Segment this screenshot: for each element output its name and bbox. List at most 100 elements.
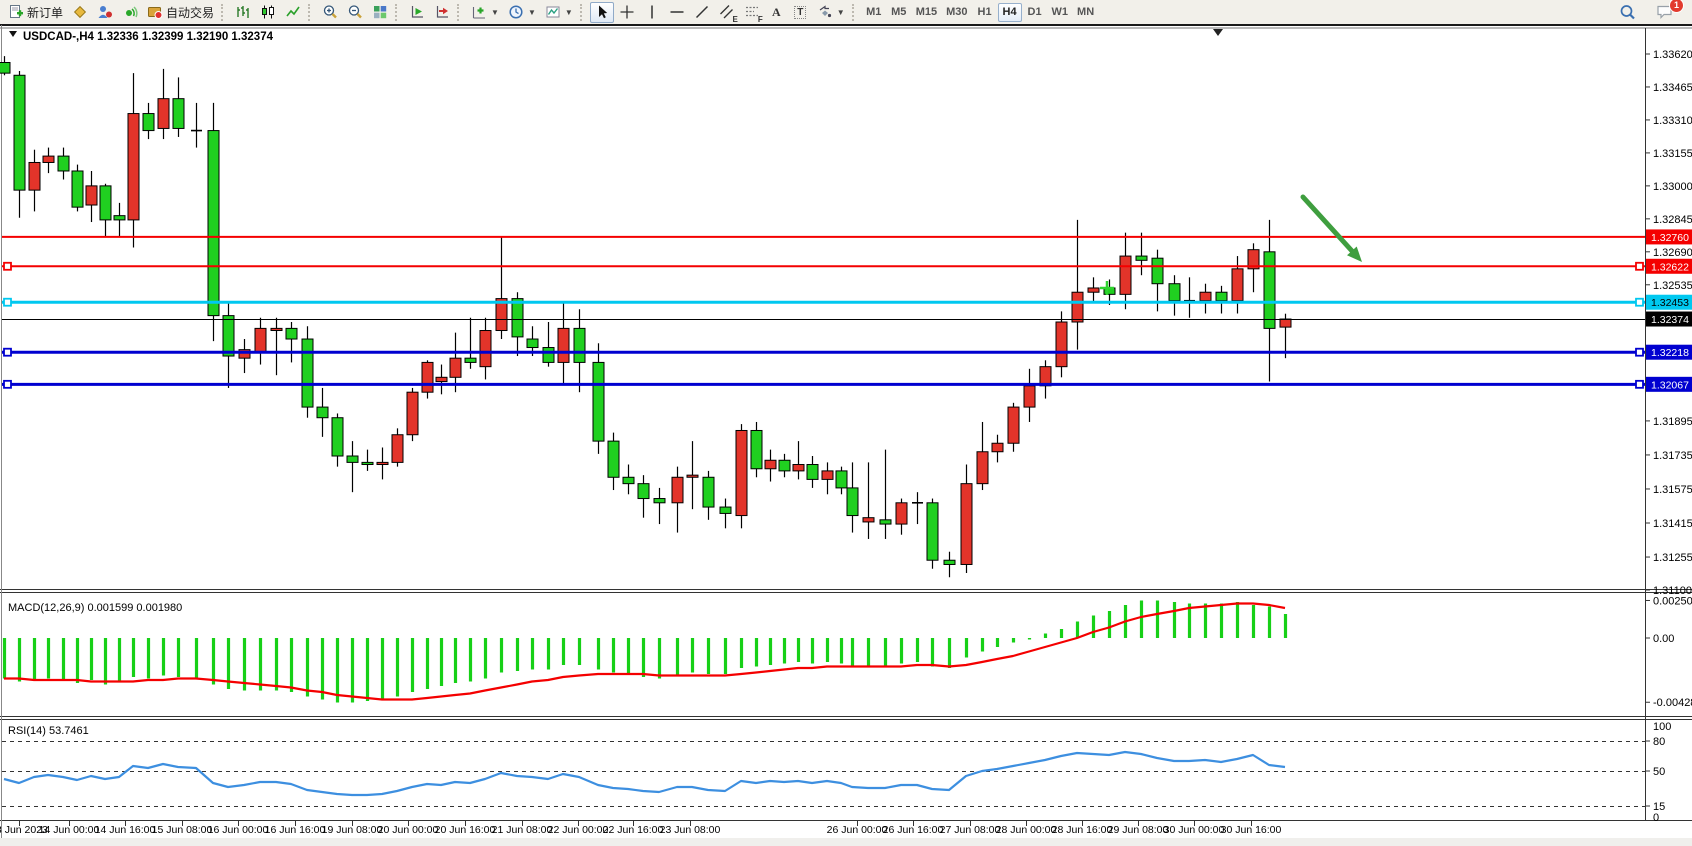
cursor-icon (598, 5, 607, 19)
search-button[interactable] (1615, 2, 1640, 23)
zoom-in-icon (323, 5, 337, 19)
zoom-in-button[interactable] (318, 2, 342, 23)
svg-text:30 Jun 00:00: 30 Jun 00:00 (1164, 824, 1225, 836)
chart-annotations[interactable] (1100, 29, 1362, 295)
svg-text:0.002502: 0.002502 (1653, 595, 1692, 607)
svg-text:0.00: 0.00 (1653, 633, 1674, 645)
dropdown-caret-icon: ▼ (527, 7, 536, 17)
svg-text:15: 15 (1653, 801, 1665, 813)
toolbar-grip[interactable] (395, 3, 400, 21)
chart-labels: USDCAD-,H4 1.32336 1.32399 1.32190 1.323… (8, 31, 274, 737)
svg-text:26 Jun 16:00: 26 Jun 16:00 (883, 824, 944, 836)
svg-text:15 Jun 08:00: 15 Jun 08:00 (152, 824, 213, 836)
autotrading-button[interactable]: 自动交易 (143, 2, 218, 23)
toolbar-grip[interactable] (308, 3, 313, 21)
timeframe-h4-button[interactable]: H4 (997, 2, 1022, 22)
svg-text:1.31415: 1.31415 (1653, 518, 1692, 530)
toolbar-group-chart-type (231, 2, 305, 23)
chart-title[interactable]: USDCAD-,H4 1.32336 1.32399 1.32190 1.323… (23, 31, 274, 43)
svg-text:28 Jun 16:00: 28 Jun 16:00 (1052, 824, 1113, 836)
vertical-line-icon (651, 5, 653, 19)
timeframe-m30-button[interactable]: M30 (942, 3, 971, 22)
arrows-button[interactable]: ▼ (813, 2, 849, 23)
svg-text:50: 50 (1653, 766, 1665, 778)
timeframe-mn-button[interactable]: MN (1073, 3, 1098, 22)
toolbar-grip[interactable] (457, 3, 462, 21)
line-chart-icon (286, 6, 300, 17)
candlestick-chart-icon (262, 5, 275, 19)
horizontal-line-objects[interactable] (2, 235, 1645, 389)
timeframe-m1-button[interactable]: M1 (862, 3, 886, 22)
timeframe-m5-button[interactable]: M5 (887, 3, 911, 22)
community-button[interactable] (93, 2, 117, 23)
auto-scroll-button[interactable] (405, 2, 429, 23)
svg-text:100: 100 (1653, 721, 1671, 733)
timeframe-d1-button[interactable]: D1 (1023, 3, 1047, 22)
svg-text:1.31735: 1.31735 (1653, 450, 1692, 462)
timeframe-w1-button[interactable]: W1 (1048, 3, 1073, 22)
community-icon (98, 6, 113, 18)
svg-text:27 Jun 08:00: 27 Jun 08:00 (940, 824, 1001, 836)
trendline-icon (695, 5, 708, 19)
candlestick-chart-button[interactable] (256, 2, 280, 23)
text-button[interactable]: A (765, 2, 788, 23)
channel-button[interactable]: E (715, 2, 739, 24)
channel-letter: E (732, 14, 738, 24)
text-tool-icon: A (771, 4, 781, 19)
chart-canvas[interactable]: 1.33620 1.33465 1.33310 1.33155 1.33000 1.328… (0, 24, 1692, 846)
notification-badge: 1 (1669, 0, 1684, 13)
toolbar-grip[interactable] (851, 3, 857, 21)
fibonacci-button[interactable]: F (740, 2, 764, 24)
timeframe-h1-button[interactable]: H1 (973, 3, 997, 22)
line-chart-button[interactable] (281, 2, 305, 23)
svg-text:21 Jun 08:00: 21 Jun 08:00 (492, 824, 553, 836)
svg-text:1.32374: 1.32374 (1651, 314, 1689, 326)
clock-icon (509, 5, 523, 19)
chart-window-frame (0, 24, 1692, 846)
chart-shift-button[interactable] (430, 2, 454, 23)
toolbar-right-group: 1 (1615, 0, 1688, 23)
svg-text:23 Jun 08:00: 23 Jun 08:00 (660, 824, 721, 836)
bar-chart-button[interactable] (231, 2, 255, 23)
main-toolbar: 新订单 (0, 0, 1692, 24)
zoom-out-button[interactable] (343, 2, 367, 23)
fibonacci-letter: F (757, 14, 763, 24)
svg-text:1.33465: 1.33465 (1653, 82, 1692, 94)
svg-text:1.32453: 1.32453 (1651, 297, 1689, 309)
templates-button[interactable]: ▼ (541, 2, 577, 23)
periods-button[interactable]: ▼ (504, 2, 540, 23)
toolbar-grip[interactable] (579, 3, 585, 21)
svg-text:1.31100: 1.31100 (1653, 585, 1692, 597)
vertical-line-button[interactable] (640, 2, 664, 23)
search-icon (1620, 4, 1635, 19)
cursor-button[interactable] (589, 1, 614, 23)
indicators-button[interactable]: ▼ (467, 2, 503, 23)
svg-text:20 Jun 00:00: 20 Jun 00:00 (378, 824, 439, 836)
timeframe-m15-button[interactable]: M15 (912, 3, 941, 22)
trendline-button[interactable] (690, 2, 714, 23)
notifications-button[interactable]: 1 (1652, 0, 1684, 23)
signals-button[interactable] (118, 2, 142, 23)
rsi-indicator (2, 741, 1645, 807)
auto-scroll-icon (411, 6, 424, 18)
tile-windows-button[interactable] (368, 2, 392, 23)
horizontal-line-icon (670, 11, 684, 13)
toolbar-grip[interactable] (221, 3, 226, 21)
price-axis[interactable]: 1.33620 1.33465 1.33310 1.33155 1.33000 1.328… (1645, 49, 1692, 824)
zoom-out-icon (348, 5, 362, 19)
text-label-button[interactable]: T (789, 2, 812, 23)
svg-text:0: 0 (1653, 812, 1659, 824)
svg-text:1.33310: 1.33310 (1653, 115, 1692, 127)
crosshair-button[interactable] (615, 2, 639, 23)
market-button[interactable] (68, 2, 92, 23)
svg-text:1.32845: 1.32845 (1653, 214, 1692, 226)
new-order-button[interactable]: 新订单 (4, 2, 67, 23)
chart-shift-marker (1213, 29, 1223, 36)
horizontal-line-button[interactable] (665, 2, 689, 23)
dropdown-caret-icon: ▼ (836, 7, 845, 17)
toolbar-group-trade: 新订单 (4, 2, 218, 23)
svg-text:14 Jun 16:00: 14 Jun 16:00 (95, 824, 156, 836)
dropdown-caret-icon: ▼ (491, 7, 499, 17)
